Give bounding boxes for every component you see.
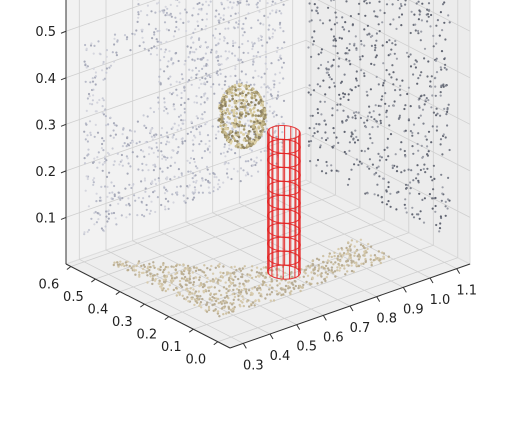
grid-line-x — [105, 0, 271, 335]
grid-line-z — [65, 0, 471, 79]
z-tick-mark — [60, 77, 67, 81]
tick-labels: 0.30.40.50.60.70.80.91.01.10.00.10.20.30… — [35, 25, 477, 373]
z-tick-mark — [60, 123, 67, 127]
x-tick-mark — [429, 277, 434, 284]
y-tick-label: 0.3 — [112, 315, 133, 330]
grid-line-y — [168, 0, 410, 318]
y-tick-label: 0.0 — [185, 353, 206, 368]
grid-line-x — [158, 0, 324, 316]
y-tick-label: 0.5 — [63, 290, 84, 305]
y-tick-label: 0.4 — [88, 303, 109, 318]
x-tick-mark — [349, 305, 354, 312]
point-cloud — [83, 0, 451, 318]
grid-line-x — [292, 0, 457, 270]
y-tick-mark — [188, 328, 194, 333]
y-axis — [65, 263, 231, 349]
x-tick-label: 0.5 — [296, 340, 317, 355]
z-tick-mark — [60, 216, 67, 220]
y-tick-mark — [66, 266, 72, 270]
y-tick-label: 0.1 — [161, 340, 182, 355]
z-tick-label: 0.5 — [35, 25, 56, 40]
x-tick-label: 0.4 — [270, 349, 291, 364]
grid-line-y — [217, 0, 459, 343]
x-tick-label: 1.1 — [456, 284, 477, 299]
x-tick-mark — [402, 287, 407, 293]
x-tick-label: 0.6 — [323, 330, 344, 345]
x-tick-mark — [296, 324, 301, 330]
y-tick-label: 0.2 — [136, 328, 157, 343]
z-tick-mark — [60, 30, 67, 34]
x-tick-mark — [456, 268, 461, 274]
grid-line-z — [65, 0, 471, 32]
grid-line-x — [212, 0, 377, 298]
cylinder-wireframe — [267, 124, 301, 280]
grid-line-y — [144, 0, 385, 305]
x-tick-label: 0.3 — [243, 358, 264, 373]
x-tick-label: 1.0 — [430, 293, 451, 308]
z-tick-label: 0.4 — [35, 72, 56, 87]
z-tick-label: 0.3 — [35, 118, 56, 133]
x-tick-label: 0.9 — [403, 302, 424, 317]
z-tick-label: 0.1 — [35, 211, 56, 226]
grid-line-x — [265, 0, 431, 279]
z-tick-label: 0.2 — [35, 165, 56, 180]
grid-line-z — [65, 39, 471, 125]
x-tick-mark — [376, 296, 381, 302]
x-tick-label: 0.8 — [376, 312, 397, 327]
z-tick-mark — [60, 170, 67, 174]
grid-line-y — [119, 0, 361, 292]
y-tick-mark — [213, 341, 219, 346]
x-tick-label: 0.7 — [350, 321, 371, 336]
side-pane — [305, 0, 471, 265]
grid-line-y — [70, 0, 312, 267]
y-tick-mark — [115, 291, 121, 295]
grid-line-x — [78, 0, 244, 344]
y-tick-mark — [140, 303, 145, 308]
y-tick-mark — [164, 316, 170, 321]
y-tick-label: 0.6 — [39, 278, 60, 293]
grid-line-y — [95, 0, 336, 280]
x-tick-mark — [322, 315, 327, 321]
x-tick-mark — [242, 343, 247, 349]
y-tick-mark — [91, 278, 96, 283]
x-tick-mark — [269, 333, 274, 340]
